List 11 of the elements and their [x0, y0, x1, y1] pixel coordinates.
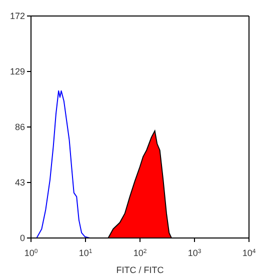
y-tick-label: 86 [14, 122, 25, 132]
x-tick-label: 10$^{2}$ [133, 248, 148, 258]
x-tick-label: 10$^{1}$ [78, 248, 93, 258]
x-tick-label: 10$^{3}$ [188, 248, 202, 258]
y-tick-label: 129 [10, 66, 25, 76]
y-tick-label: 172 [10, 11, 25, 21]
x-tick-label: 10$^{4}$ [242, 248, 256, 258]
x-tick-label: 10$^{0}$ [24, 248, 38, 258]
y-tick-label: 0 [20, 233, 25, 243]
x-axis-title: FITC / FITC [116, 265, 164, 275]
y-tick-label: 43 [14, 178, 25, 188]
